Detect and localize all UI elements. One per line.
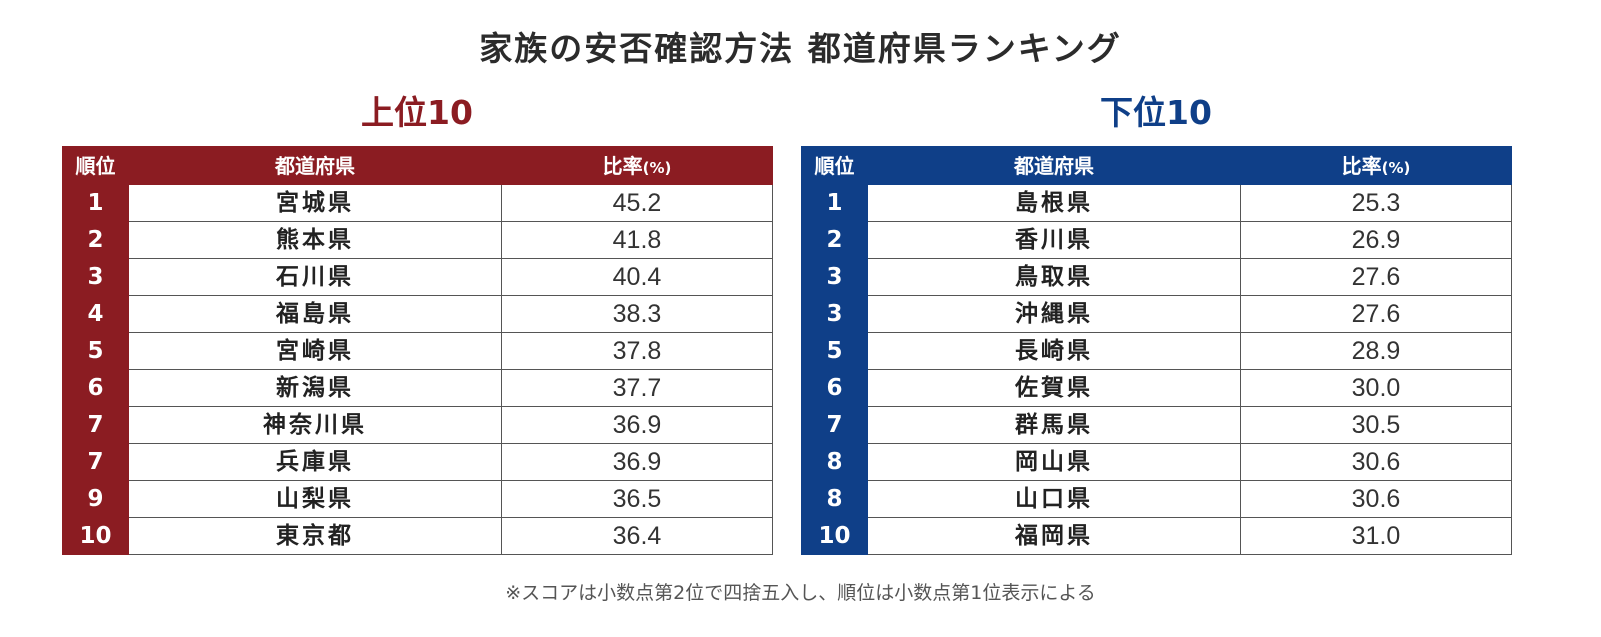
prefecture-cell: 兵庫県 [128,443,502,481]
prefecture-cell: 岡山県 [867,443,1241,481]
rank-cell: 8 [801,443,868,481]
rank-cell: 5 [801,332,868,370]
table-row: 1 島根県 25.3 [801,184,1512,222]
table-row: 6 佐賀県 30.0 [801,369,1512,407]
rank-cell: 6 [62,369,129,407]
ratio-cell: 36.5 [501,480,773,518]
ratio-cell: 26.9 [1240,221,1512,259]
rank-column-header: 順位 [801,146,868,185]
rank-column-header: 順位 [62,146,129,185]
rank-cell: 9 [62,480,129,518]
prefecture-cell: 福島県 [128,295,502,333]
bottom10-heading: 下位10 [1100,93,1212,132]
prefecture-cell: 宮崎県 [128,332,502,370]
table-row: 3 沖縄県 27.6 [801,295,1512,333]
table-row: 10 福岡県 31.0 [801,517,1512,555]
footnote: ※スコアは小数点第2位で四捨五入し、順位は小数点第1位表示による [505,582,1096,604]
rank-cell: 7 [801,406,868,444]
rank-cell: 2 [62,221,129,259]
rank-cell: 4 [62,295,129,333]
rank-cell: 3 [801,295,868,333]
ratio-cell: 30.6 [1240,443,1512,481]
bottom10-table: 順位 都道府県 比率(%) 1 島根県 25.3 2 香川県 26.9 3 鳥取県 27.6… [801,146,1512,555]
prefecture-cell: 神奈川県 [128,406,502,444]
table-row: 1 宮城県 45.2 [62,184,773,222]
table-row: 5 長崎県 28.9 [801,332,1512,370]
table-row: 5 宮崎県 37.8 [62,332,773,370]
ratio-column-header: 比率(%) [501,146,773,185]
prefecture-column-header: 都道府県 [128,146,502,185]
prefecture-cell: 長崎県 [867,332,1241,370]
prefecture-column-header: 都道府県 [867,146,1241,185]
top10-heading: 上位10 [361,93,473,132]
prefecture-cell: 鳥取県 [867,258,1241,296]
prefecture-cell: 沖縄県 [867,295,1241,333]
table-row: 4 福島県 38.3 [62,295,773,333]
ratio-cell: 36.4 [501,517,773,555]
rank-cell: 5 [62,332,129,370]
rank-cell: 3 [801,258,868,296]
ratio-header-label: 比率 [602,153,643,178]
table-row: 6 新潟県 37.7 [62,369,773,407]
rank-cell: 6 [801,369,868,407]
rank-cell: 3 [62,258,129,296]
ratio-header-unit: (%) [642,158,672,177]
rank-cell: 1 [801,184,868,222]
prefecture-cell: 新潟県 [128,369,502,407]
prefecture-cell: 香川県 [867,221,1241,259]
prefecture-cell: 宮城県 [128,184,502,222]
table-header-row: 順位 都道府県 比率(%) [801,146,1512,185]
rank-cell: 8 [801,480,868,518]
table-row: 2 香川県 26.9 [801,221,1512,259]
ratio-cell: 28.9 [1240,332,1512,370]
prefecture-cell: 群馬県 [867,406,1241,444]
ratio-cell: 37.7 [501,369,773,407]
prefecture-cell: 熊本県 [128,221,502,259]
ratio-cell: 30.5 [1240,406,1512,444]
table-row: 10 東京都 36.4 [62,517,773,555]
table-row: 3 鳥取県 27.6 [801,258,1512,296]
table-row: 7 神奈川県 36.9 [62,406,773,444]
table-header-row: 順位 都道府県 比率(%) [62,146,773,185]
table-row: 3 石川県 40.4 [62,258,773,296]
ratio-cell: 30.6 [1240,480,1512,518]
prefecture-cell: 石川県 [128,258,502,296]
table-row: 8 山口県 30.6 [801,480,1512,518]
rank-cell: 1 [62,184,129,222]
prefecture-cell: 山口県 [867,480,1241,518]
ratio-cell: 36.9 [501,443,773,481]
top10-table: 順位 都道府県 比率(%) 1 宮城県 45.2 2 熊本県 41.8 3 石川県 40.4… [62,146,773,555]
ratio-header-label: 比率 [1341,153,1382,178]
ratio-cell: 30.0 [1240,369,1512,407]
table-row: 7 兵庫県 36.9 [62,443,773,481]
prefecture-cell: 東京都 [128,517,502,555]
ratio-column-header: 比率(%) [1240,146,1512,185]
ratio-cell: 40.4 [501,258,773,296]
rank-cell: 7 [62,443,129,481]
table-row: 8 岡山県 30.6 [801,443,1512,481]
rank-cell: 10 [62,517,129,555]
prefecture-cell: 福岡県 [867,517,1241,555]
table-row: 2 熊本県 41.8 [62,221,773,259]
ratio-cell: 25.3 [1240,184,1512,222]
ratio-cell: 37.8 [501,332,773,370]
prefecture-cell: 島根県 [867,184,1241,222]
ratio-cell: 36.9 [501,406,773,444]
main-title: 家族の安否確認方法 都道府県ランキング [479,29,1122,68]
rank-cell: 10 [801,517,868,555]
prefecture-cell: 山梨県 [128,480,502,518]
ratio-cell: 27.6 [1240,258,1512,296]
ratio-cell: 38.3 [501,295,773,333]
ratio-header-unit: (%) [1381,158,1411,177]
ratio-cell: 27.6 [1240,295,1512,333]
ratio-cell: 45.2 [501,184,773,222]
table-row: 9 山梨県 36.5 [62,480,773,518]
ratio-cell: 31.0 [1240,517,1512,555]
ratio-cell: 41.8 [501,221,773,259]
table-row: 7 群馬県 30.5 [801,406,1512,444]
rank-cell: 2 [801,221,868,259]
prefecture-cell: 佐賀県 [867,369,1241,407]
rank-cell: 7 [62,406,129,444]
